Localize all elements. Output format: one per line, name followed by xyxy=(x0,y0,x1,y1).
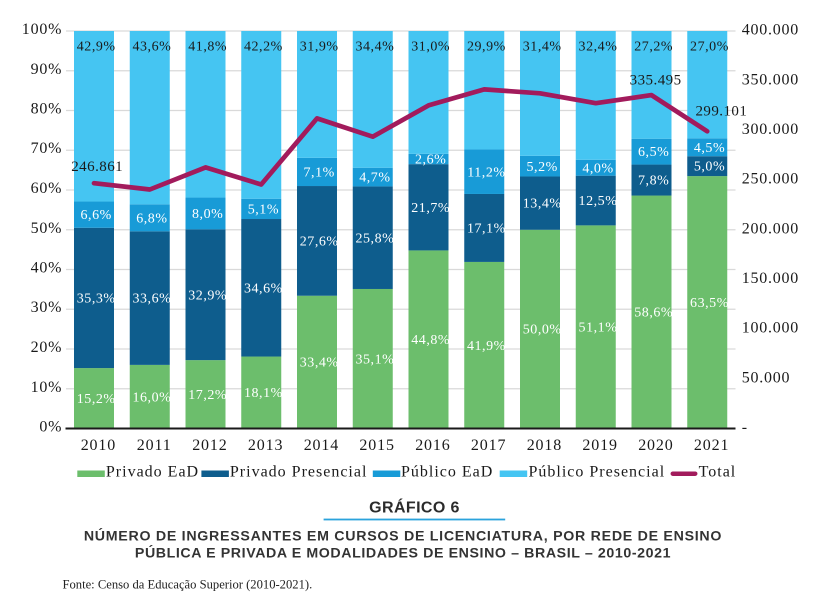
svg-text:Fonte: Censo da Educação Super: Fonte: Censo da Educação Superior (2010-… xyxy=(63,577,313,591)
svg-text:15,2%: 15,2% xyxy=(77,392,116,407)
svg-text:33,4%: 33,4% xyxy=(300,356,339,371)
svg-text:27,2%: 27,2% xyxy=(634,39,673,54)
svg-text:90%: 90% xyxy=(31,61,63,78)
svg-text:42,9%: 42,9% xyxy=(77,39,116,54)
svg-text:12,5%: 12,5% xyxy=(579,194,618,209)
svg-text:17,1%: 17,1% xyxy=(467,222,506,237)
svg-text:Total: Total xyxy=(699,464,737,481)
svg-text:25,8%: 25,8% xyxy=(355,231,394,246)
svg-text:35,3%: 35,3% xyxy=(77,292,116,307)
svg-text:400.000: 400.000 xyxy=(742,22,799,39)
svg-text:NÚMERO DE INGRESSANTES EM CURS: NÚMERO DE INGRESSANTES EM CURSOS DE LICE… xyxy=(84,527,722,545)
svg-text:2018: 2018 xyxy=(527,437,562,454)
svg-text:42,2%: 42,2% xyxy=(244,39,283,54)
svg-text:6,5%: 6,5% xyxy=(638,145,669,160)
svg-text:2,6%: 2,6% xyxy=(415,153,446,168)
svg-text:2021: 2021 xyxy=(694,437,729,454)
svg-text:7,8%: 7,8% xyxy=(638,174,669,189)
svg-text:8,0%: 8,0% xyxy=(192,207,223,222)
svg-text:18,1%: 18,1% xyxy=(244,386,283,401)
svg-text:34,6%: 34,6% xyxy=(244,281,283,296)
svg-text:60%: 60% xyxy=(31,180,63,197)
svg-text:29,9%: 29,9% xyxy=(467,39,506,54)
svg-text:Privado Presencial: Privado Presencial xyxy=(230,464,368,481)
svg-text:4,5%: 4,5% xyxy=(694,141,725,156)
svg-text:50,0%: 50,0% xyxy=(523,323,562,338)
svg-text:PÚBLICA E PRIVADA E MODALIDADE: PÚBLICA E PRIVADA E MODALIDADES DE ENSIN… xyxy=(135,544,671,562)
svg-text:6,6%: 6,6% xyxy=(81,208,112,223)
svg-text:335.495: 335.495 xyxy=(630,73,682,89)
svg-text:44,8%: 44,8% xyxy=(411,333,450,348)
svg-text:13,4%: 13,4% xyxy=(523,197,562,212)
svg-text:58,6%: 58,6% xyxy=(634,306,673,321)
svg-text:6,8%: 6,8% xyxy=(136,211,167,226)
svg-text:200.000: 200.000 xyxy=(742,220,799,237)
svg-text:31,4%: 31,4% xyxy=(523,39,562,54)
svg-text:150.000: 150.000 xyxy=(742,270,799,287)
svg-text:246.861: 246.861 xyxy=(71,159,123,175)
svg-text:100.000: 100.000 xyxy=(742,320,799,337)
svg-text:2014: 2014 xyxy=(304,437,339,454)
svg-text:2019: 2019 xyxy=(582,437,617,454)
svg-text:GRÁFICO 6: GRÁFICO 6 xyxy=(369,498,460,517)
svg-text:2012: 2012 xyxy=(192,437,227,454)
svg-text:27,0%: 27,0% xyxy=(690,39,729,54)
svg-text:2011: 2011 xyxy=(137,437,172,454)
svg-text:51,1%: 51,1% xyxy=(579,321,618,336)
svg-text:5,1%: 5,1% xyxy=(248,203,279,218)
svg-text:33,6%: 33,6% xyxy=(132,292,171,307)
svg-text:41,9%: 41,9% xyxy=(467,339,506,354)
svg-text:299.101: 299.101 xyxy=(695,104,747,120)
svg-text:50%: 50% xyxy=(31,220,63,237)
svg-text:27,6%: 27,6% xyxy=(300,235,339,250)
svg-text:31,0%: 31,0% xyxy=(411,39,450,54)
svg-text:2016: 2016 xyxy=(415,437,450,454)
svg-text:80%: 80% xyxy=(31,101,63,118)
svg-text:50.000: 50.000 xyxy=(742,369,791,386)
svg-text:Privado EaD: Privado EaD xyxy=(106,464,199,481)
svg-text:2015: 2015 xyxy=(359,437,394,454)
svg-text:40%: 40% xyxy=(31,260,63,277)
svg-text:43,6%: 43,6% xyxy=(132,39,171,54)
svg-text:4,0%: 4,0% xyxy=(582,161,613,176)
svg-text:11,2%: 11,2% xyxy=(467,165,505,180)
svg-text:5,2%: 5,2% xyxy=(527,160,558,175)
svg-text:20%: 20% xyxy=(31,339,63,356)
svg-text:100%: 100% xyxy=(22,21,63,38)
svg-text:63,5%: 63,5% xyxy=(690,296,729,311)
svg-text:2010: 2010 xyxy=(81,437,116,454)
svg-text:32,4%: 32,4% xyxy=(579,39,618,54)
svg-text:16,0%: 16,0% xyxy=(132,390,171,405)
svg-text:10%: 10% xyxy=(31,379,63,396)
svg-text:300.000: 300.000 xyxy=(742,121,799,138)
svg-text:Público Presencial: Público Presencial xyxy=(529,464,666,481)
svg-text:250.000: 250.000 xyxy=(742,171,799,188)
svg-text:34,4%: 34,4% xyxy=(355,39,394,54)
svg-text:32,9%: 32,9% xyxy=(188,288,227,303)
svg-text:70%: 70% xyxy=(31,140,63,157)
svg-text:30%: 30% xyxy=(31,299,63,316)
svg-text:41,8%: 41,8% xyxy=(188,39,227,54)
svg-text:Público EaD: Público EaD xyxy=(401,464,493,481)
svg-text:2013: 2013 xyxy=(248,437,283,454)
svg-text:5,0%: 5,0% xyxy=(694,160,725,175)
svg-text:2020: 2020 xyxy=(638,437,673,454)
svg-text:2017: 2017 xyxy=(471,437,506,454)
svg-text:0%: 0% xyxy=(39,419,62,436)
svg-text:35,1%: 35,1% xyxy=(355,352,394,367)
svg-text:31,9%: 31,9% xyxy=(300,39,339,54)
svg-text:4,7%: 4,7% xyxy=(359,171,390,186)
svg-text:-: - xyxy=(742,419,748,436)
svg-text:7,1%: 7,1% xyxy=(304,166,335,181)
svg-text:350.000: 350.000 xyxy=(742,71,799,88)
svg-text:21,7%: 21,7% xyxy=(411,201,450,216)
svg-text:17,2%: 17,2% xyxy=(188,388,227,403)
